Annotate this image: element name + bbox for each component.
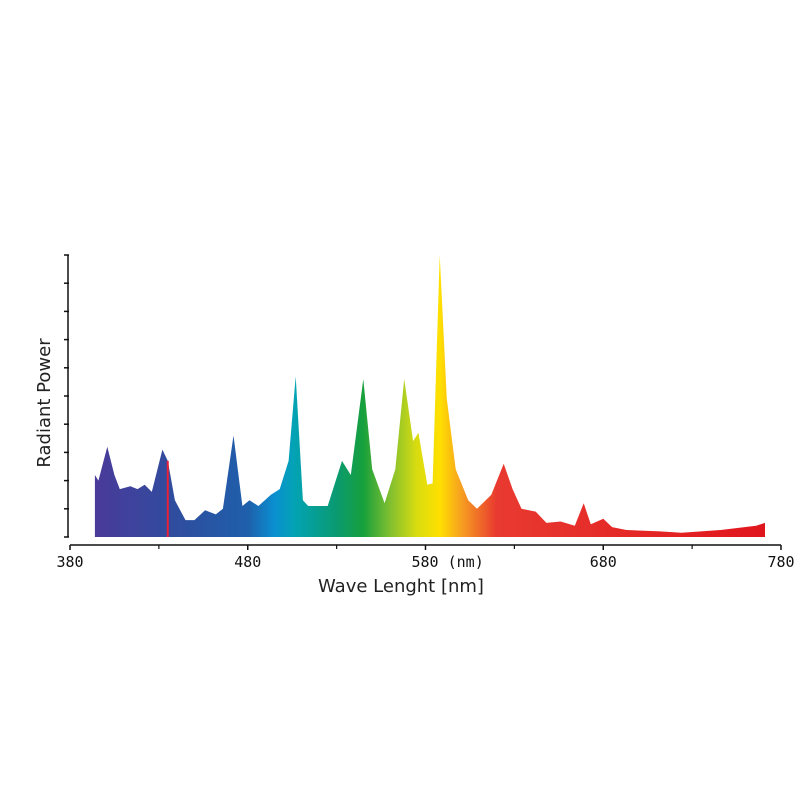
x-tick-label: 680 [590, 553, 617, 571]
x-tick-label: 480 [234, 553, 261, 571]
spectrum-area [94, 255, 765, 537]
x-tick-label: 380 [56, 553, 83, 571]
x-axis-label: Wave Lenght [nm] [318, 576, 484, 597]
x-tick-label: 780 [767, 553, 794, 571]
x-tick-label: 580 (nm) [412, 553, 484, 571]
y-axis-label: Radiant Power [34, 338, 55, 468]
